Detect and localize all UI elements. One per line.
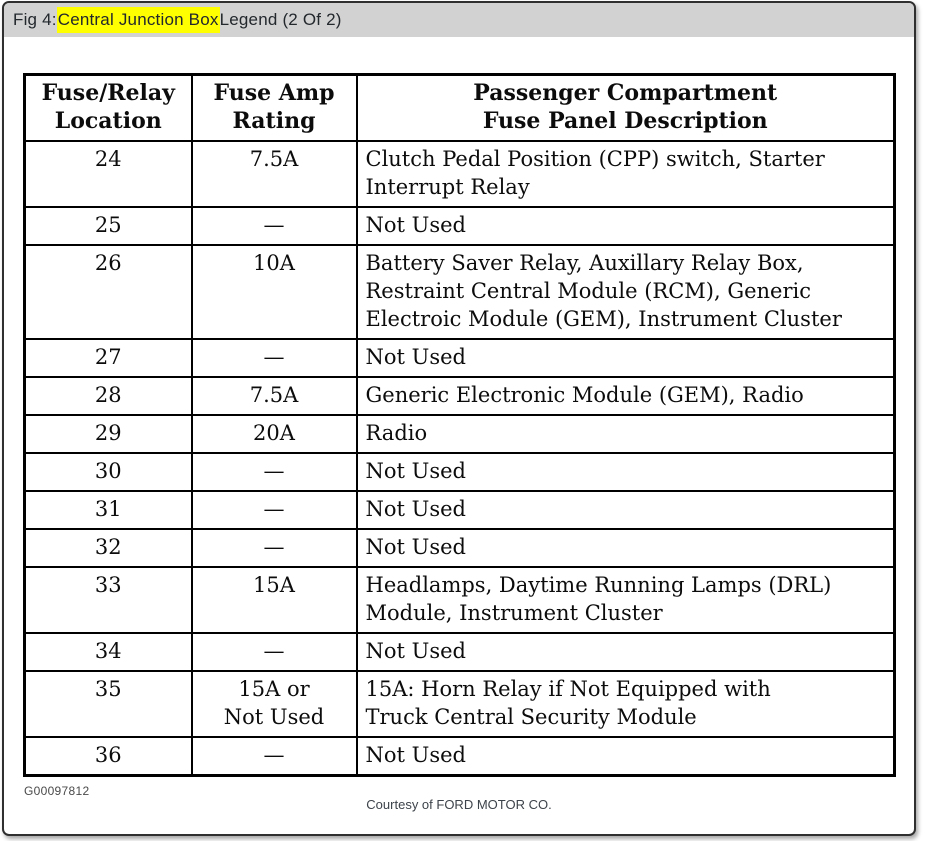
fuse-description-cell: Not Used: [355, 452, 896, 492]
table-row: 36 — Not Used: [23, 736, 896, 777]
header-fuse-amp-rating: Fuse Amp Rating: [190, 73, 358, 142]
fuse-description-cell: 15A: Horn Relay if Not Equipped with Tru…: [355, 670, 896, 738]
fuse-rating-cell: —: [190, 632, 358, 672]
fuse-rating-cell: —: [190, 528, 358, 568]
fuse-location-cell: 28: [23, 376, 193, 416]
table-row: 29 20A Radio: [23, 414, 896, 454]
fuse-description-cell: Clutch Pedal Position (CPP) switch, Star…: [355, 140, 896, 208]
table-row: 30 — Not Used: [23, 452, 896, 492]
fuse-location-cell: 32: [23, 528, 193, 568]
fuse-description-cell: Generic Electronic Module (GEM), Radio: [355, 376, 896, 416]
fuse-rating-cell: 20A: [190, 414, 358, 454]
fuse-rating-cell: —: [190, 338, 358, 378]
fuse-location-cell: 25: [23, 206, 193, 246]
fuse-description-cell: Not Used: [355, 490, 896, 530]
fuse-description-cell: Not Used: [355, 338, 896, 378]
table-row: 31 — Not Used: [23, 490, 896, 530]
table-row: 33 15A Headlamps, Daytime Running Lamps …: [23, 566, 896, 634]
figure-title-bar: Fig 4: Central Junction Box Legend (2 Of…: [4, 3, 914, 37]
fuse-rating-cell: —: [190, 452, 358, 492]
fuse-rating-cell: 7.5A: [190, 376, 358, 416]
fuse-location-cell: 33: [23, 566, 193, 634]
table-row: 27 — Not Used: [23, 338, 896, 378]
fuse-description-cell: Headlamps, Daytime Running Lamps (DRL) M…: [355, 566, 896, 634]
graphic-reference-code: G00097812: [24, 784, 90, 798]
table-header-row: Fuse/Relay Location Fuse Amp Rating Pass…: [23, 73, 896, 142]
fuse-location-cell: 27: [23, 338, 193, 378]
fuse-rating-cell: 15A: [190, 566, 358, 634]
fuse-rating-cell: 15A or Not Used: [190, 670, 358, 738]
fuse-description-cell: Radio: [355, 414, 896, 454]
fuse-rating-cell: —: [190, 736, 358, 777]
header-panel-description: Passenger Compartment Fuse Panel Descrip…: [355, 73, 896, 142]
fuse-description-cell: Not Used: [355, 632, 896, 672]
courtesy-credit: Courtesy of FORD MOTOR CO.: [366, 797, 552, 812]
fuse-description-cell: Not Used: [355, 206, 896, 246]
table-row: 26 10A Battery Saver Relay, Auxillary Re…: [23, 244, 896, 340]
figure-title-suffix: Legend (2 Of 2): [219, 10, 342, 29]
fuse-description-cell: Not Used: [355, 736, 896, 777]
fuse-location-cell: 30: [23, 452, 193, 492]
search-highlight: Central Junction Box: [56, 7, 220, 33]
fuse-rating-cell: —: [190, 206, 358, 246]
fuse-location-cell: 35: [23, 670, 193, 738]
fuse-legend-table: Fuse/Relay Location Fuse Amp Rating Pass…: [23, 73, 896, 777]
table-row: 32 — Not Used: [23, 528, 896, 568]
table-row: 34 — Not Used: [23, 632, 896, 672]
figure-title-prefix: Fig 4:: [13, 10, 57, 29]
fuse-location-cell: 31: [23, 490, 193, 530]
fuse-location-cell: 26: [23, 244, 193, 340]
fuse-location-cell: 29: [23, 414, 193, 454]
figure-frame: Fig 4: Central Junction Box Legend (2 Of…: [2, 1, 916, 836]
table-row: 28 7.5A Generic Electronic Module (GEM),…: [23, 376, 896, 416]
header-fuse-relay-location: Fuse/Relay Location: [23, 73, 193, 142]
table-row: 35 15A or Not Used 15A: Horn Relay if No…: [23, 670, 896, 738]
fuse-description-cell: Battery Saver Relay, Auxillary Relay Box…: [355, 244, 896, 340]
fuse-location-cell: 36: [23, 736, 193, 777]
fuse-rating-cell: 7.5A: [190, 140, 358, 208]
fuse-rating-cell: 10A: [190, 244, 358, 340]
fuse-description-cell: Not Used: [355, 528, 896, 568]
fuse-location-cell: 24: [23, 140, 193, 208]
fuse-location-cell: 34: [23, 632, 193, 672]
table-row: 24 7.5A Clutch Pedal Position (CPP) swit…: [23, 140, 896, 208]
table-row: 25 — Not Used: [23, 206, 896, 246]
fuse-rating-cell: —: [190, 490, 358, 530]
